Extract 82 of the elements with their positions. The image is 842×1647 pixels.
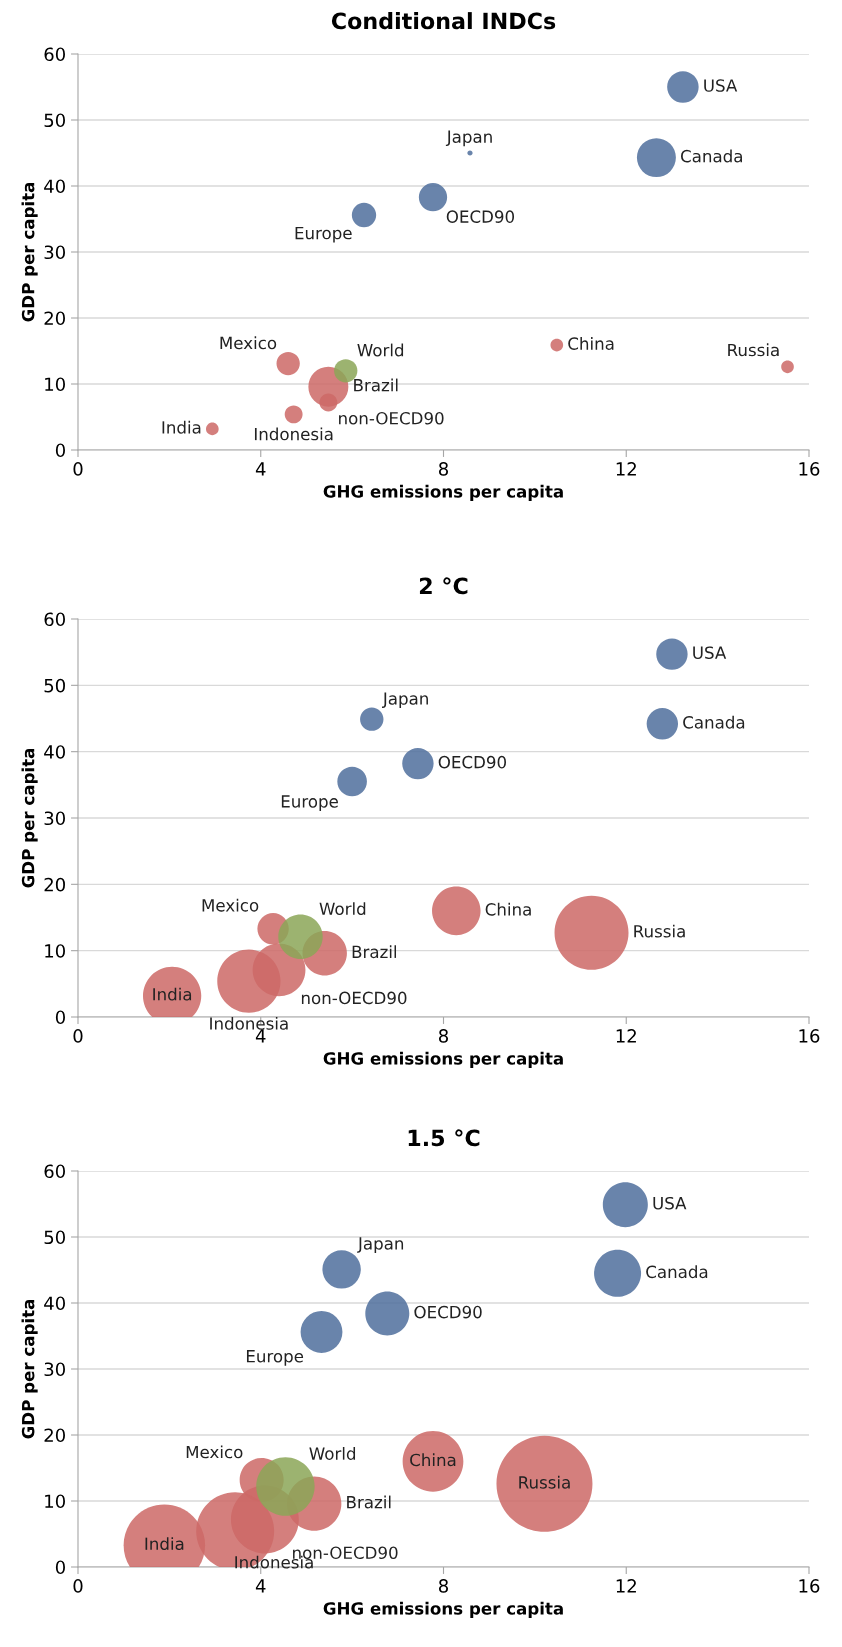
y-tick-label: 30 <box>44 1362 65 1377</box>
y-tick-label: 60 <box>44 1164 65 1179</box>
x-tick-label: 16 <box>799 462 820 476</box>
annotation: Russia <box>634 924 685 938</box>
annotation: Canada <box>646 1265 708 1279</box>
y-tick-label: 20 <box>44 1428 65 1443</box>
x-tick-label: 4 <box>255 1579 266 1593</box>
annotation: Russia <box>728 343 779 357</box>
annotation: OECD90 <box>414 1305 482 1319</box>
annotation: India <box>145 1537 184 1551</box>
annotation: Canada <box>683 715 745 729</box>
x-tick-label: 4 <box>255 1029 266 1043</box>
y-tick-label: 40 <box>44 179 65 194</box>
annotation: World <box>319 902 366 916</box>
x-axis-title: GHG emissions per capita <box>323 1601 563 1618</box>
annotation: Mexico <box>186 1445 243 1459</box>
x-tick-label: 8 <box>438 1029 449 1043</box>
x-tick-label: 12 <box>616 1029 636 1043</box>
x-axis-title: GHG emissions per capita <box>323 484 563 501</box>
chart-title: 2 °C <box>419 577 468 595</box>
x-tick-label: 12 <box>616 1579 636 1593</box>
y-tick-label: 40 <box>44 745 65 759</box>
y-tick-label: 50 <box>44 113 65 128</box>
annotation: non-OECD90 <box>301 991 407 1005</box>
y-tick-label: 60 <box>44 612 65 627</box>
annotation: Brazil <box>354 378 398 392</box>
y-axis-title: GDP per capita <box>21 182 38 322</box>
chart-title: 1.5 °C <box>408 1129 480 1147</box>
y-tick-label: 30 <box>44 245 65 260</box>
x-tick-label: 12 <box>616 462 636 476</box>
annotation: Europe <box>295 226 352 243</box>
annotation: China <box>568 336 614 350</box>
annotation: Japan <box>445 130 492 147</box>
x-tick-label: 16 <box>799 1029 820 1043</box>
annotation: World <box>309 1447 356 1460</box>
annotation: USA <box>693 646 727 659</box>
annotation: World <box>357 343 404 357</box>
y-tick-label: 20 <box>44 877 65 892</box>
y-tick-label: 60 <box>44 47 65 62</box>
x-tick-label: 0 <box>73 462 83 476</box>
annotation: China <box>485 902 531 916</box>
x-tick-label: 0 <box>73 1029 83 1043</box>
annotation: Canada <box>681 149 742 163</box>
annotation: Indonesia <box>254 427 333 441</box>
annotation: OECD90 <box>438 755 506 769</box>
annotation: USA <box>704 79 738 92</box>
annotation: Mexico <box>220 336 277 350</box>
annotation: Europe <box>246 1350 304 1366</box>
x-tick-label: 8 <box>438 462 449 476</box>
annotation: USA <box>653 1196 687 1210</box>
annotation: Brazil <box>352 945 397 959</box>
y-tick-label: 0 <box>55 1010 65 1025</box>
chart-title: Conditional INDCs <box>331 12 556 30</box>
annotation: Japan <box>382 692 428 709</box>
annotation: Brazil <box>347 1495 391 1509</box>
y-tick-label: 20 <box>44 311 65 326</box>
y-tick-label: 30 <box>44 811 65 826</box>
annotation: Russia <box>519 1475 570 1489</box>
y-tick-label: 0 <box>55 1560 65 1575</box>
x-tick-label: 0 <box>73 1579 83 1593</box>
annotation: China <box>410 1453 456 1467</box>
x-axis-title: GHG emissions per capita <box>323 1051 563 1068</box>
x-tick-label: 16 <box>799 1579 820 1593</box>
y-axis-title: GDP per capita <box>21 748 38 888</box>
annotation: Europe <box>281 795 338 811</box>
annotation: Mexico <box>202 898 259 912</box>
annotation: Japan <box>357 1237 404 1253</box>
annotation: OECD90 <box>446 210 515 223</box>
y-tick-label: 50 <box>44 678 65 693</box>
annotation: Indonesia <box>210 1016 288 1030</box>
y-tick-label: 10 <box>45 1494 65 1509</box>
annotation: India <box>153 987 192 1001</box>
y-tick-label: 10 <box>45 944 65 958</box>
annotation: non-OECD90 <box>339 411 444 425</box>
x-tick-label: 4 <box>255 462 266 476</box>
y-tick-label: 10 <box>45 377 65 392</box>
annotation: India <box>162 420 201 434</box>
y-tick-label: 40 <box>44 1296 65 1311</box>
x-tick-label: 8 <box>438 1579 449 1593</box>
y-tick-label: 0 <box>55 443 65 458</box>
y-axis-title: GDP per capita <box>21 1299 38 1439</box>
y-tick-label: 50 <box>44 1230 65 1245</box>
